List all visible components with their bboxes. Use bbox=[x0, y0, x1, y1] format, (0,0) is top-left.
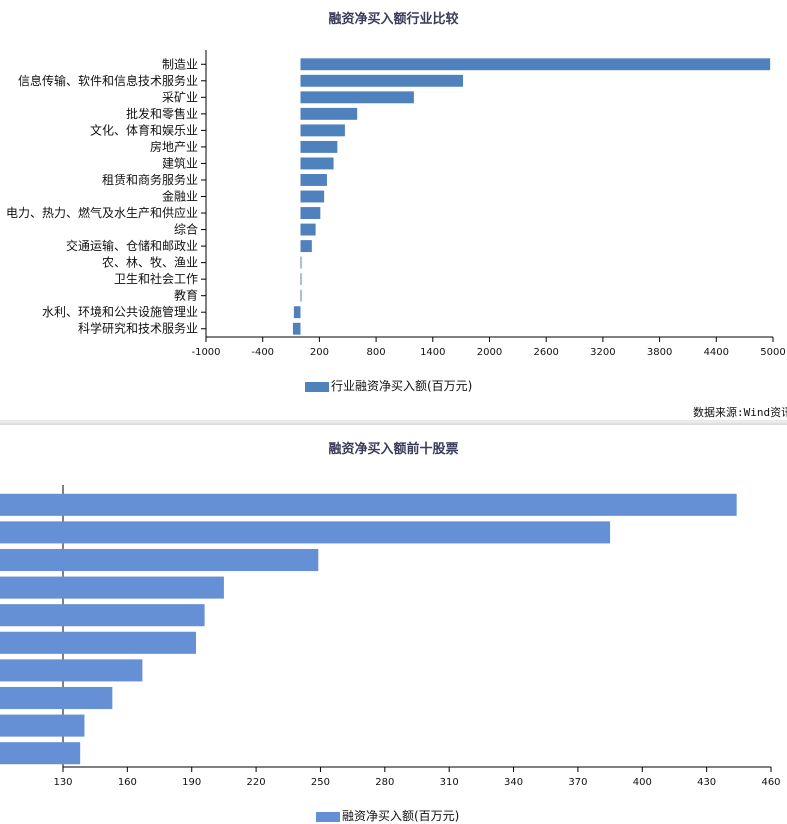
section-divider bbox=[0, 420, 787, 425]
chart2-x-tick-label: 220 bbox=[247, 777, 266, 788]
chart2-bar bbox=[0, 493, 737, 516]
chart1-x-tick-label: -1000 bbox=[191, 347, 220, 358]
chart1-bar bbox=[300, 140, 338, 153]
chart1-bar bbox=[300, 74, 464, 87]
chart1-bar bbox=[300, 273, 302, 286]
chart2-x-tick-label: 250 bbox=[311, 777, 330, 788]
chart1-x-tick-label: 4400 bbox=[704, 347, 729, 358]
chart1-category-label: 采矿业 bbox=[162, 90, 198, 104]
chart1-legend: 行业融资净买入额(百万元) bbox=[305, 377, 472, 394]
chart1-bar bbox=[300, 91, 414, 104]
chart1-bar bbox=[300, 256, 302, 269]
chart2-legend: 融资净买入额(百万元) bbox=[316, 807, 459, 824]
chart2-x-tick-label: 190 bbox=[182, 777, 201, 788]
chart1-bar bbox=[300, 240, 312, 253]
chart2-bar bbox=[0, 659, 143, 682]
chart1-category-label: 制造业 bbox=[162, 57, 198, 71]
chart1-x-tick-label: 3200 bbox=[590, 347, 615, 358]
chart1-category-label: 建筑业 bbox=[162, 155, 198, 170]
chart2-bar bbox=[0, 576, 224, 599]
chart1-bar bbox=[300, 207, 321, 219]
chart1-title: 融资净买入额行业比较 bbox=[328, 12, 459, 27]
chart1-category-label: 房地产业 bbox=[150, 139, 198, 154]
chart1-category-label: 文化、体育和娱乐业 bbox=[90, 122, 198, 137]
chart1-category-label: 交通运输、仓储和邮政业 bbox=[66, 238, 198, 253]
chart2-bar bbox=[0, 686, 113, 710]
chart1-x-tick-label: 200 bbox=[310, 347, 329, 358]
chart1-bar bbox=[300, 174, 327, 186]
chart2-x-tick-label: 310 bbox=[440, 777, 459, 788]
chart1-bar bbox=[300, 107, 358, 120]
chart1-bar bbox=[292, 322, 301, 335]
chart2-x-tick-label: 160 bbox=[118, 777, 137, 788]
chart2-bar bbox=[0, 604, 205, 627]
chart1-x-tick-label: 1400 bbox=[420, 347, 445, 358]
chart1-x-tick-label: 5000 bbox=[760, 347, 785, 358]
chart2-title: 融资净买入额前十股票 bbox=[328, 442, 459, 457]
chart1-category-label: 教育 bbox=[174, 288, 198, 303]
chart1-x-tick-label: 2600 bbox=[533, 347, 558, 358]
chart1-bar bbox=[293, 306, 301, 319]
chart2-legend-label: 融资净买入额(百万元) bbox=[342, 809, 460, 823]
chart1-legend-label: 行业融资净买入额(百万元) bbox=[331, 379, 473, 393]
chart2-bar bbox=[0, 631, 197, 654]
chart1-x-tick-label: 2000 bbox=[477, 347, 502, 358]
chart2-bar bbox=[0, 742, 81, 765]
chart1-x-tick-label: 3800 bbox=[647, 347, 672, 358]
chart1-category-label: 租赁和商务服务业 bbox=[102, 172, 198, 187]
chart2-bar bbox=[0, 714, 85, 737]
chart1-bar bbox=[300, 223, 316, 236]
chart1-bar bbox=[300, 190, 325, 203]
chart2-x-tick-label: 460 bbox=[761, 777, 780, 788]
chart1-category-label: 金融业 bbox=[162, 189, 198, 204]
chart2-x-tick-label: 280 bbox=[375, 777, 394, 788]
chart1-x-tick-label: 800 bbox=[367, 347, 386, 358]
data-source-note: 数据来源:Wind资讯 bbox=[693, 406, 787, 419]
chart1-category-label: 科学研究和技术服务业 bbox=[78, 321, 198, 336]
chart1-bar bbox=[300, 157, 334, 170]
chart2-x-tick-label: 430 bbox=[697, 777, 716, 788]
chart2-x-tick-label: 400 bbox=[633, 777, 652, 788]
chart1-bar bbox=[300, 289, 302, 302]
chart1-category-label: 电力、热力、燃气及水生产和供应业 bbox=[6, 205, 198, 220]
chart1-bar bbox=[300, 124, 345, 137]
chart2-x-tick-label: 370 bbox=[568, 777, 587, 788]
chart2-legend-swatch bbox=[316, 811, 340, 822]
chart1-category-label: 信息传输、软件和信息技术服务业 bbox=[18, 73, 198, 88]
chart1-bar bbox=[300, 58, 771, 71]
chart1-legend-swatch bbox=[305, 381, 329, 392]
chart2-bar bbox=[0, 521, 611, 544]
chart1-category-label: 卫生和社会工作 bbox=[114, 271, 198, 286]
chart2-x-tick-label: 130 bbox=[53, 777, 72, 788]
chart1-category-label: 综合 bbox=[174, 222, 198, 237]
chart1-category-label: 批发和零售业 bbox=[126, 106, 198, 121]
chart1-category-label: 水利、环境和公共设施管理业 bbox=[42, 304, 198, 319]
chart2-bar bbox=[0, 548, 319, 572]
chart1-x-tick-label: -400 bbox=[251, 347, 274, 358]
chart2-x-tick-label: 340 bbox=[504, 777, 523, 788]
chart1-category-label: 农、林、牧、渔业 bbox=[102, 256, 198, 270]
